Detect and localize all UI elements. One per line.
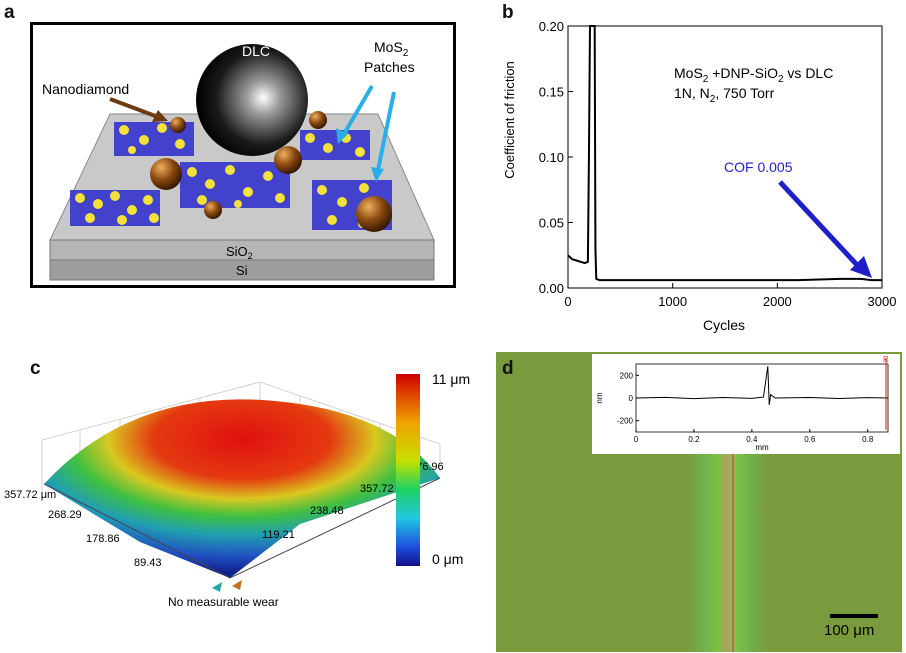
axis-marker-icon (232, 580, 242, 590)
cof-arrowhead (850, 256, 872, 278)
wear-surface (44, 399, 440, 578)
nanodiamond-label: Nanodiamond (42, 81, 129, 97)
nanodiamond (150, 158, 182, 190)
nanodiamond (309, 111, 327, 129)
cof-ylabel: Coefficient of friction (502, 61, 517, 179)
nanodiamond (356, 196, 392, 232)
panel-c-surface: 357.72 μm 268.29 178.86 89.43 476.96 357… (4, 371, 470, 609)
cof-plot-area: 0 1000 2000 3000 0.00 0.05 0.10 0.15 0.20 (539, 19, 897, 309)
cof-series-line (567, 25, 882, 282)
dlc-label: DLC (242, 43, 270, 59)
si-layer (49, 259, 435, 281)
cof-ytick-label: 0.00 (539, 281, 564, 296)
patches-label: Patches (364, 59, 415, 75)
panel-b-chart: 0 1000 2000 3000 0.00 0.05 0.10 0.15 0.20 Coeffi… (502, 19, 897, 333)
scale-bar-label: 100 μm (824, 622, 875, 639)
mos2-arrowhead (336, 128, 348, 144)
c-left-tick: 357.72 μm (4, 489, 56, 501)
profile-ylabel: nm (595, 392, 604, 403)
mos2-patch (300, 130, 370, 160)
profile-xlabel: mm (755, 443, 769, 452)
scale-bar (830, 614, 878, 618)
mos2-arrowhead (371, 167, 384, 182)
profile-ytick-label: -200 (617, 417, 634, 426)
nanodiamond (274, 146, 302, 174)
profile-ytick-label: 200 (620, 371, 634, 380)
wear-track-edge (732, 448, 734, 652)
cof-arrow (778, 180, 860, 268)
profile-xtick-label: 0.6 (804, 435, 816, 444)
c-right-tick: 357.72 (360, 483, 394, 495)
c-right-tick: 119.21 (262, 529, 295, 541)
cof-annotation-line1: MoS2 +DNP-SiO2 vs DLC (674, 65, 833, 85)
axis-marker-icon (212, 582, 222, 592)
cof-ytick-label: 0.05 (539, 216, 564, 231)
mos2-arrow (376, 91, 396, 171)
profile-series-line (635, 366, 889, 405)
panel-d-letter: d (502, 358, 514, 379)
colorbar-max-label: 11 μm (432, 371, 470, 387)
c-left-tick: 89.43 (134, 557, 162, 569)
c-left-tick: 178.86 (86, 533, 120, 545)
cof-xtick-label: 2000 (763, 294, 792, 309)
nanodiamond (170, 117, 186, 133)
cof-xlabel: Cycles (703, 317, 745, 333)
colorbar-min-label: 0 μm (432, 551, 463, 567)
c-right-tick: 238.48 (310, 505, 344, 517)
profile-marker-label: R (883, 355, 889, 364)
cof-annotation-line2: 1N, N2, 750 Torr (674, 85, 775, 105)
mos2-patch (180, 162, 290, 208)
surface-front-edge (43, 477, 441, 579)
cof-ytick-label: 0.10 (539, 150, 564, 165)
nanodiamond-arrow (109, 97, 159, 119)
nanodiamond (204, 201, 222, 219)
wear-track (688, 448, 766, 652)
cof-xtick-label: 0 (564, 294, 571, 309)
nanodiamond-arrowhead (152, 110, 168, 122)
mos2-patches (70, 122, 392, 230)
cof-xtick-label: 1000 (658, 294, 687, 309)
panel-a-letter: a (4, 2, 15, 23)
sio2-label: SiO2 (226, 244, 253, 261)
c-caption: No measurable wear (168, 595, 279, 609)
profile-xtick-label: 0 (634, 435, 639, 444)
panel-b-letter: b (502, 2, 514, 23)
mos2-patch (70, 190, 160, 226)
si-label: Si (236, 263, 248, 278)
cof-xtick-label: 3000 (868, 294, 897, 309)
panel-a-illustration: DLC Nanodiamond MoS2 Patches SiO2 Si (30, 22, 456, 288)
cof-value-label: COF 0.005 (724, 159, 793, 175)
mos2-arrow (342, 84, 374, 136)
panel-c-letter: c (30, 358, 41, 379)
profile-xtick-label: 0.2 (688, 435, 700, 444)
cof-ytick-label: 0.15 (539, 85, 564, 100)
cof-ytick-label: 0.20 (539, 19, 564, 34)
profile-ytick-label: 0 (629, 394, 634, 403)
dlc-sphere (196, 44, 308, 156)
profile-xtick-label: 0.4 (746, 435, 758, 444)
mos2-label: MoS2 (374, 39, 409, 59)
colorbar (396, 374, 420, 566)
profile-xtick-label: 0.8 (862, 435, 874, 444)
c-left-tick: 268.29 (48, 509, 82, 521)
